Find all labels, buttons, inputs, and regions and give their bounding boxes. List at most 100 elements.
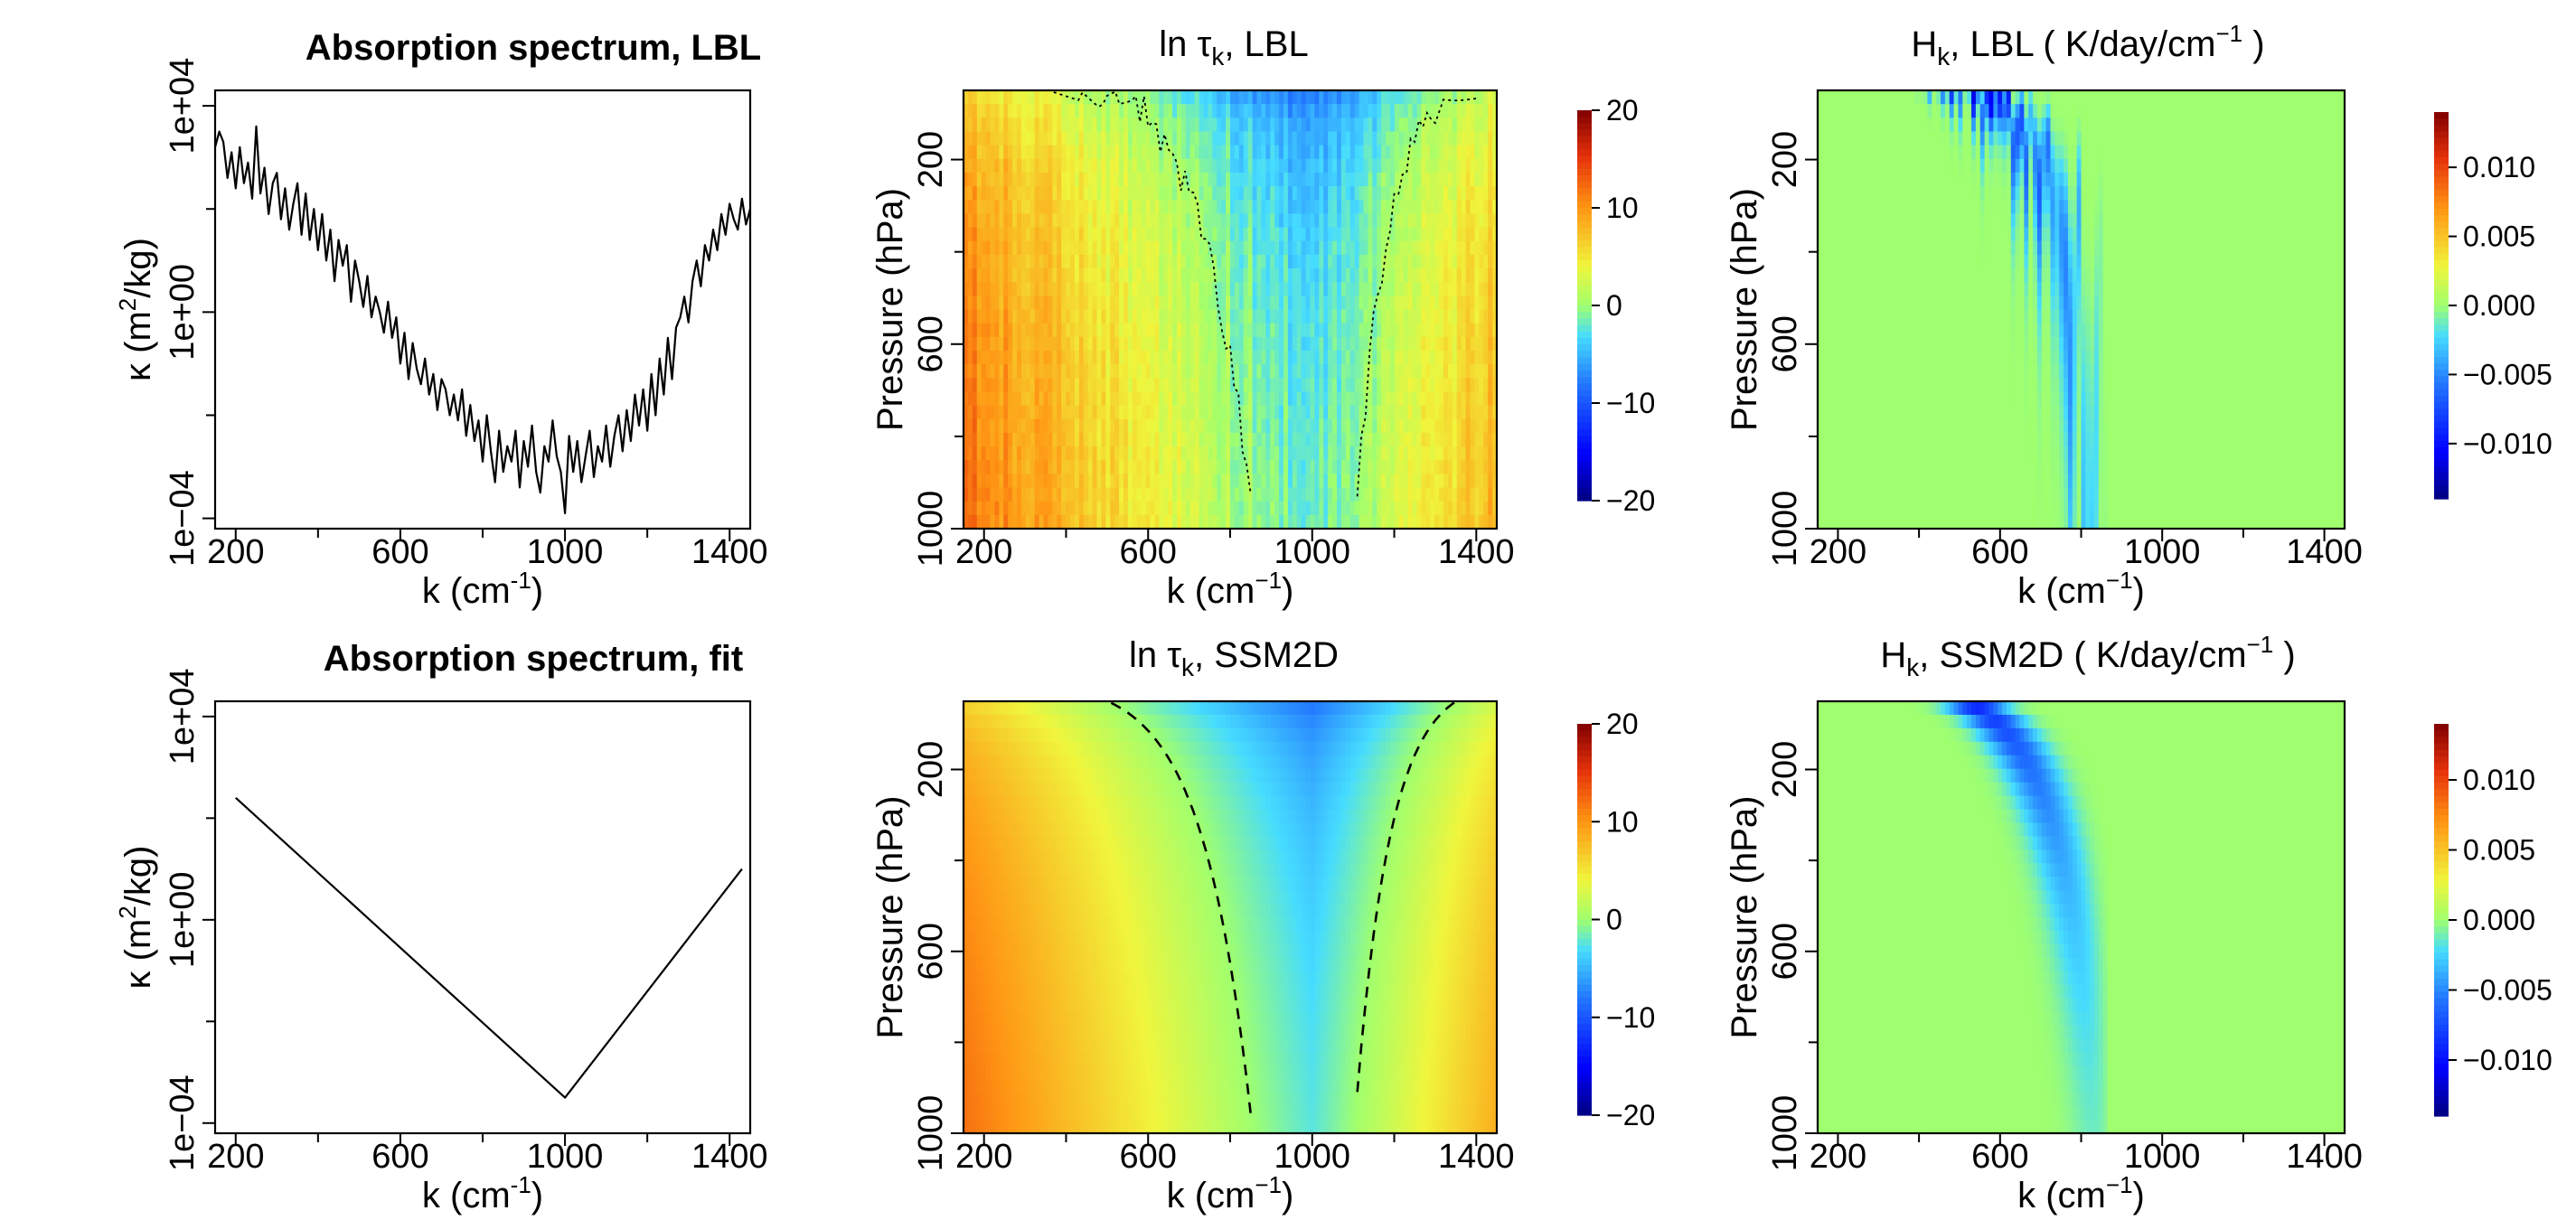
heatmap-cell	[1180, 117, 1187, 133]
heatmap-cell	[1821, 213, 1828, 229]
heatmap-cell	[1488, 378, 1493, 393]
heatmap-cell	[1150, 268, 1156, 283]
heatmap-cell	[1025, 227, 1031, 242]
heatmap-cell	[1287, 364, 1293, 379]
heatmap-cell	[1096, 446, 1103, 461]
heatmap-cell	[1101, 240, 1106, 256]
colorbar-segment	[1577, 298, 1592, 306]
heatmap-cell	[1892, 117, 1898, 133]
heatmap-cell	[1159, 487, 1164, 502]
heatmap-cell	[1199, 460, 1205, 474]
heatmap-cell	[1927, 227, 1932, 242]
heatmap-cell	[1359, 501, 1365, 516]
heatmap-cell	[1927, 405, 1932, 420]
heatmap-cell	[1944, 172, 1951, 187]
heatmap-cell	[1123, 172, 1129, 187]
heatmap-cell	[1252, 268, 1258, 283]
heatmap-cell	[1305, 378, 1312, 393]
colorbar-segment	[1577, 331, 1592, 339]
heatmap-cell	[1879, 200, 1885, 215]
heatmap-cell	[994, 213, 1000, 229]
heatmap-cell	[1488, 309, 1493, 324]
heatmap-cell	[1194, 90, 1200, 105]
heatmap-cell	[1887, 186, 1894, 201]
heatmap-cell	[985, 501, 992, 516]
heatmap-cell	[1479, 172, 1484, 187]
heatmap-cell	[1008, 186, 1013, 201]
heatmap-cell	[1492, 145, 1498, 160]
heatmap-cell	[1345, 131, 1351, 146]
heatmap-cell	[1238, 172, 1245, 187]
heatmap-cell	[1879, 172, 1885, 187]
heatmap-cell	[1061, 391, 1067, 407]
heatmap-cell	[1340, 378, 1347, 393]
heatmap-cell	[972, 145, 978, 160]
heatmap-cell	[1136, 474, 1142, 489]
heatmap-cell	[1461, 213, 1467, 229]
heatmap-cell	[1296, 145, 1302, 160]
heatmap-cell	[1043, 336, 1049, 352]
heatmap-cell	[1252, 378, 1258, 393]
heatmap-cell	[1452, 240, 1458, 256]
heatmap-cell	[1875, 117, 1880, 133]
heatmap-cell	[1203, 172, 1209, 187]
heatmap-cell	[1340, 296, 1347, 311]
heatmap-cell	[1052, 254, 1058, 269]
heatmap-cell	[1844, 364, 1849, 379]
heatmap-cell	[1039, 104, 1045, 118]
heatmap-cell	[1941, 172, 1946, 187]
heatmap-cell	[1199, 378, 1205, 393]
zero-contour	[1053, 90, 1252, 494]
heatmap-cell	[1844, 104, 1849, 118]
heatmap-cell	[1941, 186, 1946, 201]
heatmap-cell	[985, 336, 992, 352]
heatmap-cell	[1866, 213, 1871, 229]
heatmap-cell	[994, 487, 1000, 502]
heatmap-cell	[1403, 501, 1409, 516]
heatmap-cell	[1127, 200, 1133, 215]
heatmap-cell	[1292, 158, 1298, 174]
heatmap-cell	[1377, 158, 1382, 174]
heatmap-cell	[1386, 460, 1391, 474]
heatmap-cell	[1172, 432, 1178, 447]
heatmap-cell	[1901, 117, 1906, 133]
heatmap-cell	[1180, 200, 1187, 215]
heatmap-cell	[1114, 309, 1120, 324]
heatmap-cell	[1319, 378, 1324, 393]
heatmap-cell	[1892, 514, 1898, 530]
heatmap-cell	[1923, 501, 1929, 516]
heatmap-cell	[1012, 200, 1018, 215]
heatmap-cell	[1857, 186, 1863, 201]
heatmap-cell	[1936, 186, 1941, 201]
heatmap-cell	[1377, 213, 1382, 229]
heatmap-cell	[1944, 186, 1951, 201]
heatmap-cell	[1354, 460, 1360, 474]
heatmap-cell	[1114, 446, 1120, 461]
heatmap-cell	[1208, 104, 1213, 118]
heatmap-cell	[1283, 446, 1289, 461]
heatmap-cell	[1337, 378, 1342, 393]
heatmap-cell	[1305, 350, 1312, 365]
heatmap-cell	[1230, 200, 1236, 215]
heatmap-cell	[1185, 104, 1191, 118]
heatmap-cell	[1292, 90, 1298, 105]
heatmap-cell	[1243, 514, 1249, 530]
heatmap-cell	[1887, 514, 1894, 530]
heatmap-cell	[985, 296, 992, 311]
heatmap-cell	[1363, 474, 1369, 489]
heatmap-cell	[1012, 309, 1018, 324]
heatmap-cell	[1887, 487, 1894, 502]
heatmap-cell	[1078, 501, 1085, 516]
heatmap-cell	[1430, 90, 1435, 105]
heatmap-cell	[1323, 90, 1329, 105]
heatmap-cell	[1848, 514, 1854, 530]
heatmap-cell	[1221, 432, 1227, 447]
heatmap-cell	[1345, 432, 1351, 447]
heatmap-cell	[1412, 487, 1418, 502]
heatmap-cell	[1052, 405, 1058, 420]
heatmap-cell	[1363, 501, 1369, 516]
heatmap-cell	[1887, 418, 1894, 434]
heatmap-cell	[1488, 487, 1493, 502]
heatmap-cell	[1234, 296, 1240, 311]
heatmap-cell	[1180, 254, 1187, 269]
